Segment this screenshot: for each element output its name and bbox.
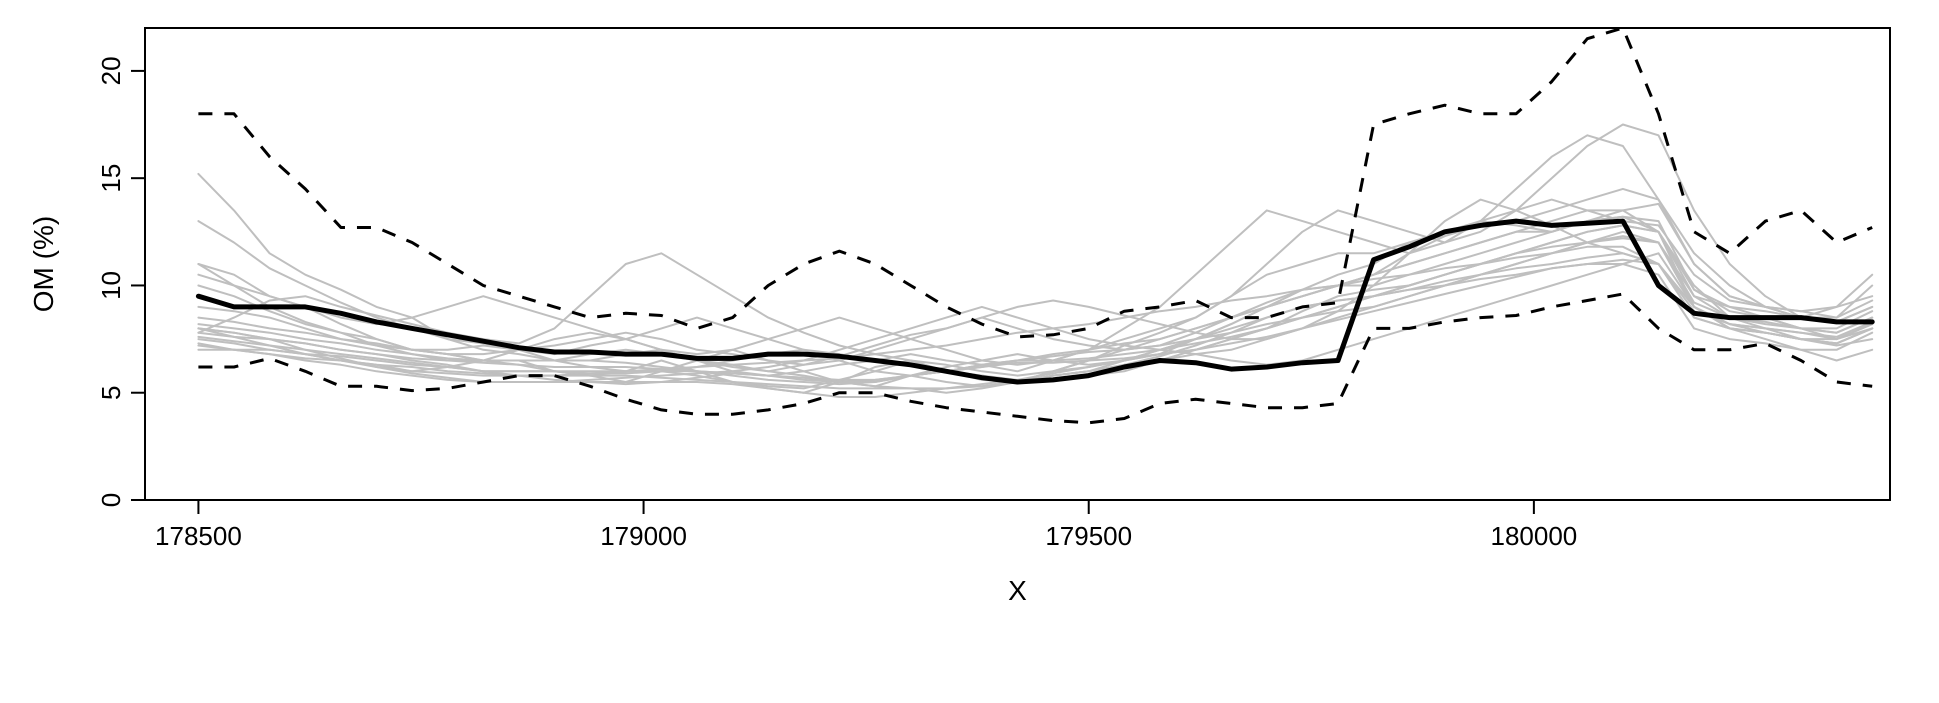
svg-text:179000: 179000 xyxy=(600,521,687,551)
line-chart: 17850017900017950018000005101520XOM (%)0… xyxy=(0,0,1939,703)
chart-svg: 17850017900017950018000005101520XOM (%)0… xyxy=(0,0,1939,703)
svg-text:10: 10 xyxy=(96,271,126,300)
svg-text:X: X xyxy=(1008,575,1027,606)
svg-text:15: 15 xyxy=(96,164,126,193)
svg-text:20: 20 xyxy=(96,56,126,85)
svg-text:OM (%): OM (%) xyxy=(28,216,59,312)
svg-text:0: 0 xyxy=(96,493,126,507)
svg-text:178500: 178500 xyxy=(155,521,242,551)
svg-text:180000: 180000 xyxy=(1490,521,1577,551)
svg-text:5: 5 xyxy=(96,385,126,399)
svg-text:179500: 179500 xyxy=(1045,521,1132,551)
